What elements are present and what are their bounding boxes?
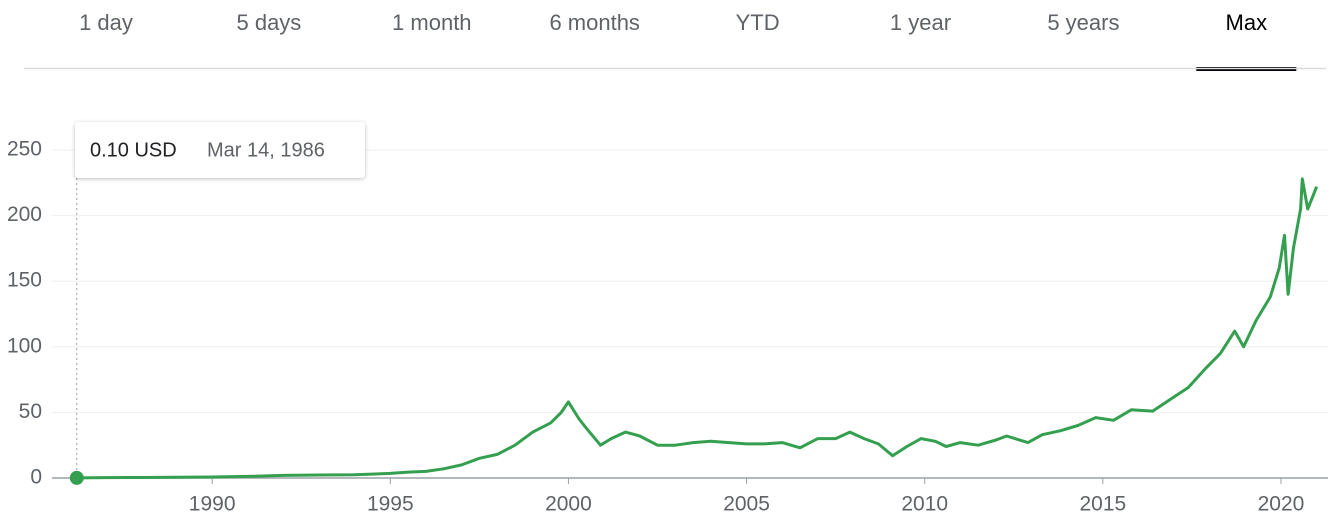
- y-tick-label: 150: [7, 269, 42, 292]
- x-tick-label: 2005: [723, 493, 770, 516]
- y-tick-label: 250: [7, 138, 42, 161]
- tab[interactable]: 1 month: [392, 10, 472, 35]
- tooltip-date: Mar 14, 1986: [207, 139, 325, 161]
- x-tick-label: 2000: [545, 493, 592, 516]
- tab[interactable]: 1 year: [890, 10, 951, 35]
- plot: 0 50 100 150 200 250 1990 1995 2000 2005 2010 2015 2…: [7, 138, 1328, 516]
- tab-bar: 1 day 5 days 1 month 6 months YTD 1 year 5 yea…: [79, 10, 1297, 71]
- x-tick-label: 2020: [1258, 493, 1305, 516]
- tab[interactable]: 5 years: [1047, 10, 1119, 35]
- x-tick-label: 2010: [901, 493, 948, 516]
- x-tick-label: 2015: [1079, 493, 1126, 516]
- tab[interactable]: YTD: [736, 10, 780, 35]
- tab[interactable]: Max: [1226, 10, 1268, 35]
- x-tick-label: 1990: [189, 493, 236, 516]
- tooltip-box: [75, 122, 365, 178]
- y-tick-label: 100: [7, 334, 42, 357]
- y-tick-label: 50: [19, 400, 42, 423]
- y-tick-label: 0: [30, 466, 42, 489]
- tab[interactable]: 6 months: [549, 10, 640, 35]
- tooltip: 0.10 USD Mar 14, 1986: [75, 122, 365, 178]
- tooltip-value: 0.10 USD: [90, 139, 177, 161]
- tab[interactable]: 5 days: [236, 10, 301, 35]
- y-tick-label: 200: [7, 203, 42, 226]
- hover-point: [69, 470, 84, 485]
- price-line: [76, 177, 1318, 480]
- tab[interactable]: 1 day: [79, 10, 133, 35]
- x-tick-label: 1995: [367, 493, 414, 516]
